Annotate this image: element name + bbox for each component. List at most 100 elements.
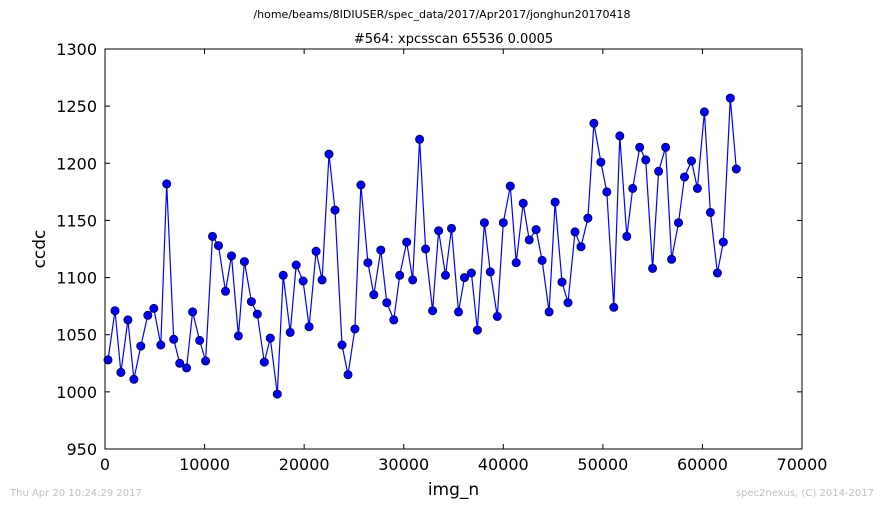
data-point <box>498 218 508 228</box>
data-point <box>479 218 489 228</box>
data-point <box>395 270 405 280</box>
data-point <box>661 142 671 152</box>
data-point <box>272 389 282 399</box>
data-point <box>324 149 334 159</box>
data-point <box>563 298 573 308</box>
data-point <box>518 198 528 208</box>
x-tick-label: 0 <box>100 455 110 474</box>
data-point <box>628 183 638 193</box>
data-point <box>635 142 645 152</box>
data-point <box>731 164 741 174</box>
data-point <box>550 197 560 207</box>
data-point <box>505 181 515 191</box>
data-point <box>356 180 366 190</box>
data-point <box>602 187 612 197</box>
data-point <box>485 267 495 277</box>
data-point <box>712 268 722 278</box>
data-point <box>221 286 231 296</box>
data-point <box>654 166 664 176</box>
data-point <box>201 356 211 366</box>
data-point <box>531 225 541 235</box>
data-point <box>246 297 256 307</box>
data-point <box>265 333 275 343</box>
data-point <box>195 335 205 345</box>
data-point <box>156 340 166 350</box>
y-tick-label: 1300 <box>56 40 97 59</box>
data-point <box>136 341 146 351</box>
data-point <box>103 355 113 365</box>
x-tick-label: 10000 <box>179 455 230 474</box>
data-point <box>609 302 619 312</box>
x-axis-label: img_n <box>428 480 479 500</box>
data-point <box>330 205 340 215</box>
x-tick-label: 60000 <box>677 455 728 474</box>
data-point <box>382 298 392 308</box>
data-point <box>589 118 599 128</box>
data-point <box>459 273 469 283</box>
data-point <box>123 315 133 325</box>
data-point <box>343 370 353 380</box>
data-point <box>363 258 373 268</box>
data-point <box>570 227 580 237</box>
data-point <box>285 327 295 337</box>
data-point <box>648 263 658 273</box>
data-point <box>583 213 593 223</box>
data-point <box>175 358 185 368</box>
data-point <box>705 207 715 217</box>
data-point <box>576 242 586 252</box>
data-point <box>544 307 554 317</box>
data-point <box>304 322 314 332</box>
data-point <box>673 218 683 228</box>
data-point <box>129 374 139 384</box>
data-point <box>110 306 120 316</box>
data-point <box>298 276 308 286</box>
data-point <box>446 223 456 233</box>
data-point <box>116 367 126 377</box>
data-point <box>434 226 444 236</box>
data-point <box>214 241 224 251</box>
data-point <box>162 179 172 189</box>
data-point <box>511 258 521 268</box>
figure-path-title: /home/beams/8IDIUSER/spec_data/2017/Apr2… <box>253 8 631 21</box>
data-point <box>686 156 696 166</box>
x-tick-label: 20000 <box>279 455 330 474</box>
data-point <box>278 270 288 280</box>
data-point <box>440 270 450 280</box>
data-point <box>208 231 218 241</box>
data-point <box>350 324 360 334</box>
plot-frame <box>104 48 803 450</box>
data-point <box>692 183 702 193</box>
data-point <box>317 275 327 285</box>
footer-timestamp: Thu Apr 20 10:24:29 2017 <box>10 488 142 499</box>
data-point <box>622 231 632 241</box>
data-point <box>641 155 651 165</box>
data-point <box>369 290 379 300</box>
y-tick-label: 1150 <box>56 211 97 230</box>
data-point <box>311 246 321 256</box>
data-point <box>291 260 301 270</box>
data-point <box>725 93 735 103</box>
data-point <box>615 131 625 141</box>
data-point <box>492 311 502 321</box>
data-point <box>679 172 689 182</box>
data-point <box>252 309 262 319</box>
y-tick-label: 1100 <box>56 269 97 288</box>
data-point <box>402 237 412 247</box>
data-point <box>667 254 677 264</box>
data-point <box>557 277 567 287</box>
data-point <box>524 235 534 245</box>
y-tick-label: 1200 <box>56 154 97 173</box>
x-tick-label: 70000 <box>777 455 828 474</box>
data-point <box>233 331 243 341</box>
data-point <box>188 307 198 317</box>
data-point <box>718 237 728 247</box>
data-point <box>337 340 347 350</box>
y-tick-label: 1000 <box>56 383 97 402</box>
data-point <box>415 134 425 144</box>
data-point <box>239 257 249 267</box>
y-tick-label: 1050 <box>56 326 97 345</box>
data-point <box>376 245 386 255</box>
y-axis-label: ccdc <box>30 230 50 269</box>
data-point <box>143 310 153 320</box>
